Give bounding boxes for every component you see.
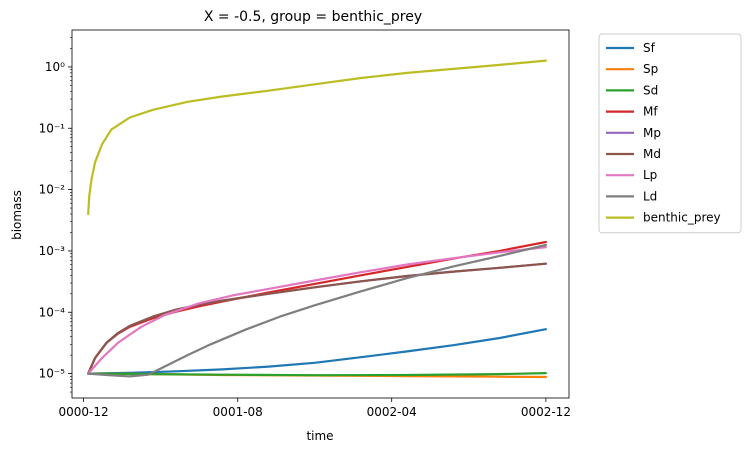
- series-line-Md: [87, 262, 548, 375]
- series-line-Sf: [87, 328, 548, 375]
- x-tick-label: 0001-08: [213, 405, 263, 419]
- y-tick-label: 10⁻⁴: [39, 305, 66, 319]
- legend-label: Sd: [643, 83, 658, 97]
- y-tick-label: 10⁻¹: [39, 121, 66, 135]
- y-tick-label: 10⁻²: [39, 183, 66, 197]
- chart-title: X = -0.5, group = benthic_prey: [204, 9, 422, 25]
- legend-label: Md: [643, 147, 661, 161]
- y-tick-label: 10⁰: [45, 60, 65, 74]
- x-axis-label: time: [306, 429, 333, 443]
- legend-label: Ld: [643, 189, 657, 203]
- plot-frame: [71, 29, 570, 399]
- x-tick-label: 0000-12: [58, 405, 108, 419]
- legend-label: Sp: [643, 62, 658, 76]
- series-line-Ld: [87, 243, 548, 378]
- legend-frame: [598, 33, 742, 234]
- series-line-Sd: [87, 372, 548, 377]
- legend-label: benthic_prey: [643, 211, 721, 225]
- y-tick-label: 10⁻⁵: [39, 367, 66, 381]
- series-line-Lp: [87, 246, 548, 375]
- legend-label: Mf: [643, 105, 658, 119]
- y-tick-label: 10⁻³: [39, 244, 66, 258]
- x-axis: 0000-12 0001-08 0002-04 0002-12: [58, 398, 571, 419]
- legend-label: Mp: [643, 126, 661, 140]
- y-axis-label: biomass: [10, 190, 24, 240]
- x-tick-label: 0002-12: [521, 405, 571, 419]
- plot-lines: [87, 59, 548, 379]
- y-axis: 10⁻⁵ 10⁻⁴ 10⁻³ 10⁻² 10⁻¹ 10⁰: [39, 37, 72, 393]
- legend: Sf Sp Sd Mf Mp Md Lp Ld benthic_prey: [598, 33, 742, 234]
- legend-label: Lp: [643, 168, 657, 182]
- series-line-benthic-prey: [87, 59, 548, 216]
- x-tick-label: 0002-04: [367, 405, 417, 419]
- legend-label: Sf: [643, 41, 656, 55]
